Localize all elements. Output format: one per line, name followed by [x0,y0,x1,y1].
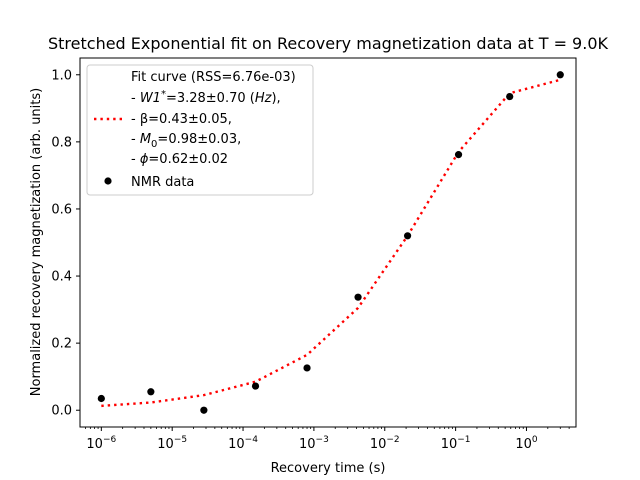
x-tick-label: 10−4 [228,435,258,452]
legend-fit-param-m0: - M0=0.98±0.03, [131,132,241,150]
legend: Fit curve (RSS=6.76e-03) - W1*=3.28±0.70 … [86,64,314,196]
y-tick-label: 1.0 [51,68,72,83]
nmr-data-point [303,364,311,372]
nmr-data-point [454,151,463,159]
legend-box [86,64,314,196]
nmr-data-point [403,232,412,240]
nmr-data-point [200,406,208,414]
x-axis-ticks: 10−6 10−5 10−4 10−3 10−2 10−1 100 [85,427,570,452]
x-tick-label: 10−6 [86,435,116,452]
legend-fit-param-phi: - ϕ=0.62±0.02 [131,152,228,167]
y-axis-ticks: 0.0 0.2 0.4 0.6 0.8 1.0 [51,68,80,419]
x-tick-label: 10−1 [441,435,471,452]
y-axis-label: Normalized recovery magnetization (arb. … [29,88,44,396]
nmr-data-point [506,92,514,101]
legend-data-label: NMR data [131,175,194,190]
legend-data-swatch [104,177,112,185]
nmr-data-series [97,71,564,414]
legend-fit-label: Fit curve (RSS=6.76e-03) [131,70,296,85]
y-tick-label: 0.4 [51,270,72,285]
y-tick-label: 0.8 [51,135,72,150]
nmr-data-point [556,71,564,79]
y-tick-label: 0.2 [51,337,72,352]
x-tick-label: 10−3 [299,435,329,452]
x-tick-label: 10−2 [370,435,400,452]
nmr-data-point [251,382,260,390]
y-tick-label: 0.6 [51,202,72,217]
x-tick-label: 100 [515,435,538,452]
nmr-data-point [97,394,105,403]
x-tick-label: 10−5 [157,435,187,452]
legend-fit-param-w1: - W1*=3.28±0.70 (Hz), [131,89,281,106]
nmr-data-point [354,293,362,301]
chart-title: Stretched Exponential fit on Recovery ma… [48,34,609,53]
legend-fit-param-beta: - β=0.43±0.05, [131,112,232,127]
x-axis-label: Recovery time (s) [271,461,386,476]
y-tick-label: 0.0 [51,404,72,419]
axes-frame [79,57,577,428]
nmr-data-point [147,388,155,396]
